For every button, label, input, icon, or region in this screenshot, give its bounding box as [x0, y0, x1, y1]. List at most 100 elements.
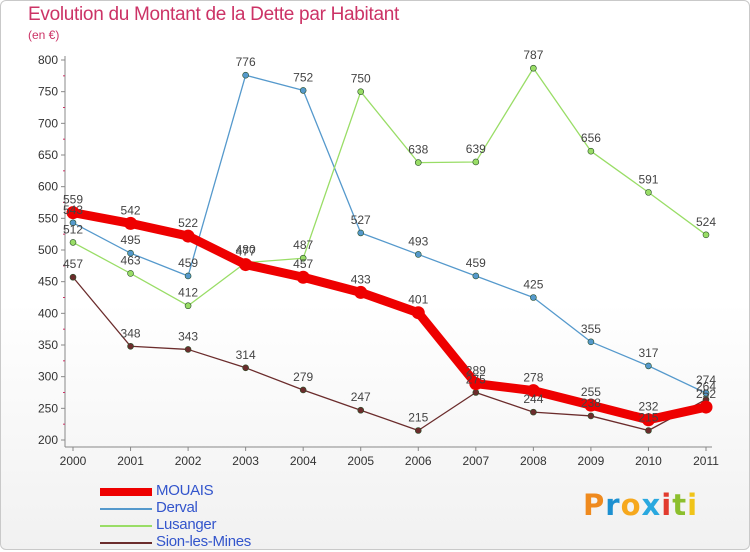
data-label: 289 [466, 364, 486, 378]
chart-subtitle: (en €) [28, 28, 60, 42]
data-label: 527 [351, 213, 371, 227]
series-line-lusanger [72, 67, 707, 307]
logo-letter: i [687, 488, 699, 522]
legend-label: Sion-les-Mines [156, 533, 251, 550]
data-point [530, 408, 537, 416]
data-point [181, 229, 195, 243]
data-label: 355 [581, 322, 601, 336]
legend-label: Derval [156, 499, 198, 516]
x-tick-label: 2008 [520, 454, 547, 468]
data-label: 238 [581, 396, 601, 410]
series-line-derval [72, 74, 707, 394]
data-label: 542 [121, 203, 141, 217]
data-label: 787 [523, 48, 543, 62]
data-point [357, 229, 365, 237]
data-label: 752 [293, 70, 313, 84]
y-tick-label: 450 [38, 275, 58, 289]
y-tick-label: 250 [38, 401, 58, 415]
logo-letter: i [661, 488, 673, 522]
data-point [239, 258, 253, 272]
data-label: 524 [696, 215, 716, 229]
data-label: 457 [293, 257, 313, 271]
data-label: 412 [178, 286, 198, 300]
data-label: 317 [638, 346, 658, 360]
data-label: 274 [696, 373, 716, 387]
x-tick-label: 2011 [693, 454, 719, 468]
y-tick-label: 600 [38, 180, 58, 194]
data-label: 232 [638, 400, 658, 414]
legend-swatch [100, 508, 152, 510]
data-point [702, 389, 710, 397]
y-tick-label: 700 [38, 116, 58, 130]
y-tick-label: 400 [38, 306, 58, 320]
data-point [127, 270, 134, 277]
data-label: 275 [466, 373, 486, 387]
data-point [584, 398, 598, 412]
x-tick-label: 2006 [405, 454, 432, 468]
legend-label: Lusanger [156, 516, 217, 533]
data-label: 591 [638, 172, 658, 186]
y-tick-label: 300 [38, 370, 58, 384]
data-label: 495 [121, 233, 141, 247]
data-label: 459 [466, 256, 486, 270]
data-point [242, 364, 249, 372]
x-tick-label: 2004 [290, 454, 317, 468]
data-label: 457 [63, 257, 83, 271]
data-label: 638 [408, 143, 428, 157]
data-point [414, 159, 422, 166]
data-label: 512 [63, 222, 83, 236]
y-tick-label: 750 [38, 85, 58, 99]
data-point [69, 219, 77, 227]
data-point [299, 254, 307, 262]
data-label: 343 [178, 329, 198, 343]
data-point [354, 285, 368, 299]
legend-swatch [100, 488, 152, 496]
data-label: 244 [523, 392, 543, 406]
data-point [296, 270, 310, 284]
x-tick-label: 2003 [232, 454, 259, 468]
logo-letter: o [620, 488, 642, 522]
data-point [699, 400, 713, 414]
data-label: 463 [121, 253, 141, 267]
data-point [530, 64, 537, 72]
data-point [472, 389, 480, 396]
data-point [530, 294, 537, 301]
data-label: 543 [63, 203, 83, 217]
data-point [645, 362, 652, 370]
data-label: 656 [581, 131, 601, 145]
data-point [472, 272, 480, 280]
data-label: 215 [638, 411, 658, 425]
data-point [299, 386, 307, 394]
data-point [587, 338, 595, 346]
proxiti-logo: Proxiti [583, 488, 698, 522]
x-tick-label: 2002 [175, 454, 202, 468]
data-point [587, 412, 595, 420]
x-tick-label: 2005 [347, 454, 374, 468]
data-point [414, 427, 422, 434]
data-label: 215 [408, 411, 428, 425]
x-tick-label: 2001 [117, 454, 144, 468]
data-point [184, 302, 192, 310]
data-label: 477 [236, 245, 256, 259]
data-label: 278 [523, 371, 543, 385]
data-label: 433 [351, 272, 371, 286]
logo-letter: r [605, 488, 621, 522]
logo-letter: t [672, 488, 688, 522]
data-label: 348 [121, 326, 141, 340]
y-tick-label: 650 [38, 148, 58, 162]
data-label: 314 [236, 348, 256, 362]
data-label: 750 [351, 72, 371, 86]
logo-letter: x [641, 488, 662, 522]
data-label: 264 [696, 379, 716, 393]
data-point [411, 306, 425, 320]
data-label: 247 [351, 390, 371, 404]
chart-title: Evolution du Montant de la Dette par Hab… [28, 4, 399, 25]
legend-swatch [100, 542, 152, 544]
data-point [242, 71, 249, 79]
data-point [469, 377, 483, 391]
data-point [645, 189, 652, 196]
data-point [357, 406, 365, 414]
y-tick-label: 350 [38, 338, 58, 352]
data-label: 279 [293, 370, 313, 384]
